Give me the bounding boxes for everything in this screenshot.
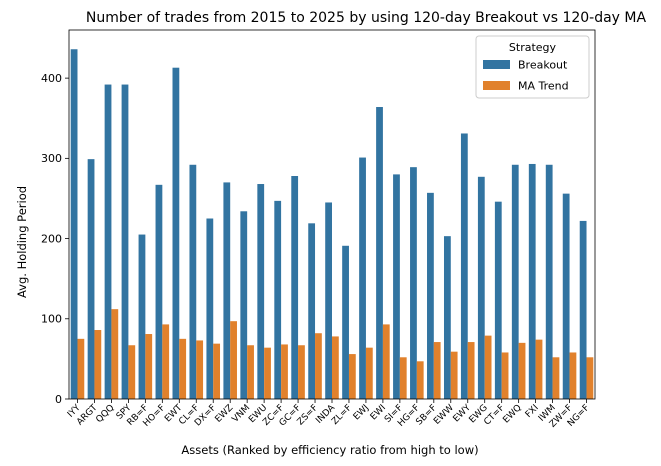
- y-tick-label: 100: [41, 313, 62, 326]
- bar-breakout-ewy: [460, 133, 468, 400]
- bar-breakout-eww: [443, 236, 451, 399]
- bar-breakout-ewj: [359, 157, 366, 399]
- bar-ma-trend-dx-f: [213, 343, 221, 399]
- bar-ma-trend-ho-f: [162, 324, 170, 399]
- bar-breakout-si-f: [393, 174, 400, 399]
- x-tick-label: VNM: [231, 403, 253, 425]
- bar-breakout-sb-f: [427, 192, 434, 399]
- bar-ma-trend-ewq: [518, 342, 526, 399]
- bar-breakout-fxi: [528, 163, 536, 399]
- bar-breakout-qqq: [104, 84, 112, 400]
- bar-ma-trend-ewz: [230, 321, 237, 399]
- bar-breakout-ewz: [223, 182, 231, 399]
- bar-ma-trend-ewi: [382, 324, 390, 399]
- bar-breakout-zc-f: [274, 200, 282, 399]
- bar-ma-trend-iyy: [77, 338, 85, 399]
- bar-ma-trend-zc-f: [281, 344, 288, 399]
- bar-ma-trend-vnm: [247, 345, 254, 399]
- bar-breakout-inda: [325, 202, 332, 399]
- bar-ma-trend-cl-f: [196, 340, 204, 399]
- chart-title: Number of trades from 2015 to 2025 by us…: [86, 10, 647, 26]
- bar-ma-trend-ct-f: [501, 352, 509, 399]
- bar-breakout-iwm: [545, 164, 553, 399]
- bar-breakout-ng-f: [579, 220, 587, 399]
- y-tick-label: 200: [41, 232, 62, 245]
- bar-breakout-ewg: [477, 176, 485, 399]
- bar-breakout-spy: [121, 84, 129, 400]
- x-tick-label: QQQ: [94, 403, 116, 425]
- bar-breakout-vnm: [240, 211, 248, 399]
- y-tick-label: 400: [41, 72, 62, 85]
- bar-breakout-cl-f: [189, 164, 197, 399]
- y-axis-label: Avg. Holding Period: [15, 186, 29, 298]
- bar-ma-trend-ewj: [365, 347, 373, 399]
- bar-ma-trend-si-f: [399, 357, 407, 399]
- bar-ma-trend-eww: [450, 351, 458, 399]
- bar-breakout-zl-f: [342, 245, 349, 399]
- x-tick-label: EWJ: [352, 403, 371, 422]
- bar-ma-trend-gc-f: [298, 345, 305, 399]
- bar-breakout-gc-f: [291, 176, 299, 399]
- legend-title: Strategy: [509, 41, 557, 54]
- bar-breakout-dx-f: [206, 218, 214, 399]
- bar-breakout-hg-f: [410, 167, 417, 399]
- bar-breakout-ewu: [257, 184, 265, 399]
- bar-ma-trend-ewt: [179, 338, 187, 399]
- bar-ma-trend-ng-f: [586, 357, 594, 399]
- x-axis-label: Assets (Ranked by efficiency ratio from …: [181, 443, 478, 457]
- bar-breakout-ewq: [511, 164, 519, 399]
- legend-label-ma-trend: MA Trend: [518, 80, 569, 93]
- x-tick-label: ZL=F: [330, 403, 354, 427]
- bar-ma-trend-sb-f: [433, 342, 441, 399]
- bar-ma-trend-inda: [332, 336, 339, 399]
- bar-breakout-ho-f: [155, 184, 163, 399]
- bar-breakout-zw-f: [562, 193, 570, 399]
- y-tick-label: 0: [55, 393, 62, 406]
- bar-ma-trend-zw-f: [569, 352, 577, 399]
- bar-breakout-zs-f: [308, 223, 316, 399]
- bar-breakout-ewi: [376, 107, 383, 399]
- bar-breakout-argt: [87, 159, 95, 399]
- legend-swatch-ma-trend: [483, 81, 510, 90]
- y-tick-label: 300: [41, 152, 62, 165]
- bar-ma-trend-zs-f: [315, 333, 322, 399]
- bar-ma-trend-hg-f: [416, 361, 424, 399]
- x-tick-label: EWQ: [501, 403, 523, 425]
- bar-ma-trend-qqq: [111, 309, 119, 399]
- x-tick-label: EWW: [432, 403, 456, 427]
- x-tick-label: EWZ: [214, 403, 236, 425]
- bar-breakout-ewt: [172, 67, 180, 399]
- bar-ma-trend-spy: [128, 345, 136, 399]
- bars-group: [70, 49, 594, 400]
- legend-swatch-breakout: [483, 60, 510, 69]
- bar-ma-trend-argt: [94, 330, 102, 399]
- bar-ma-trend-zl-f: [348, 354, 356, 399]
- legend: Strategy Breakout MA Trend: [475, 35, 590, 99]
- bar-ma-trend-iwm: [552, 357, 560, 399]
- legend-label-breakout: Breakout: [518, 59, 568, 72]
- bar-breakout-ct-f: [494, 201, 502, 399]
- bar-ma-trend-ewg: [484, 335, 492, 399]
- bar-ma-trend-rb-f: [145, 334, 153, 399]
- bar-ma-trend-fxi: [535, 339, 543, 399]
- bar-breakout-iyy: [70, 49, 78, 399]
- bar-ma-trend-ewy: [467, 342, 475, 399]
- bar-breakout-rb-f: [138, 234, 146, 399]
- bar-ma-trend-ewu: [264, 347, 271, 399]
